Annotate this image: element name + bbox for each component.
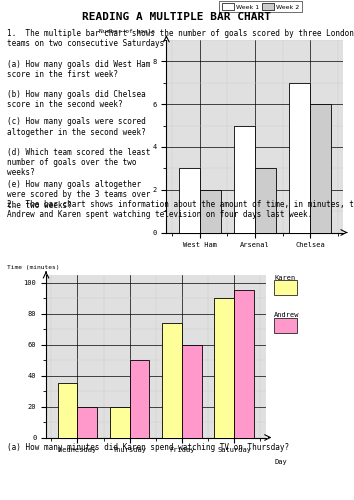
Text: (c) How many goals were scored
altogether in the second week?: (c) How many goals were scored altogethe…: [7, 118, 146, 137]
Text: Day: Day: [274, 458, 287, 464]
Bar: [78, 406, 97, 438]
Bar: [214, 298, 234, 438]
Text: Time (minutes): Time (minutes): [6, 265, 59, 270]
Text: Andrew: Andrew: [274, 312, 300, 318]
Text: (e) How many goals altogether
were scored by the 3 teams over
the two weeks?: (e) How many goals altogether were score…: [7, 180, 150, 210]
Text: READING A MULTIPLE BAR CHART: READING A MULTIPLE BAR CHART: [82, 12, 272, 22]
Text: (d) Which team scored the least
number of goals over the two
weeks?: (d) Which team scored the least number o…: [7, 148, 150, 178]
Bar: [234, 290, 254, 438]
Text: (b) How many goals did Chelsea
score in the second week?: (b) How many goals did Chelsea score in …: [7, 90, 146, 110]
Text: (a) How many goals did West Ham
score in the first week?: (a) How many goals did West Ham score in…: [7, 60, 150, 80]
Bar: [57, 384, 78, 438]
Bar: [182, 344, 202, 438]
Legend: Week 1, Week 2: Week 1, Week 2: [219, 1, 302, 12]
Text: (a) How many minutes did Karen spend watching TV on Thursday?: (a) How many minutes did Karen spend wat…: [7, 442, 289, 452]
Bar: [310, 104, 331, 232]
Text: Number of goals: Number of goals: [99, 29, 155, 34]
Text: 1.  The multiple bar chart shows the number of goals scored by three London foot: 1. The multiple bar chart shows the numb…: [7, 29, 354, 48]
Bar: [289, 83, 310, 233]
Bar: [200, 190, 221, 232]
Bar: [255, 168, 276, 232]
Bar: [130, 360, 149, 438]
Bar: [110, 406, 130, 438]
Text: Karen: Karen: [274, 274, 296, 280]
Bar: [234, 126, 255, 232]
Text: 2.  The bar chart shows information about the amount of time, in minutes, that
A: 2. The bar chart shows information about…: [7, 200, 354, 220]
Bar: [178, 168, 200, 232]
Bar: [162, 323, 182, 438]
